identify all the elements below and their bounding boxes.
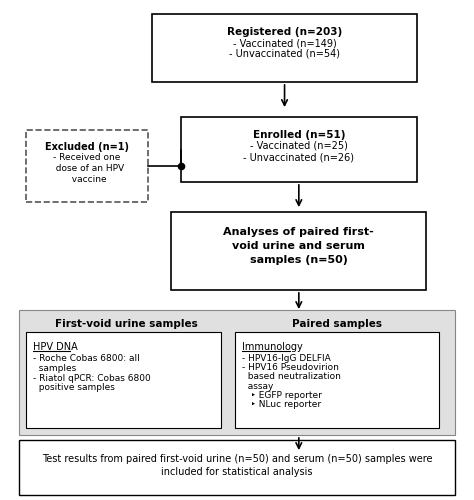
FancyBboxPatch shape <box>19 310 455 435</box>
Text: samples: samples <box>34 364 77 373</box>
Text: dose of an HPV: dose of an HPV <box>50 164 124 173</box>
Text: - HPV16-IgG DELFIA: - HPV16-IgG DELFIA <box>242 354 331 363</box>
FancyBboxPatch shape <box>172 212 426 290</box>
Text: vaccine: vaccine <box>66 175 107 184</box>
Text: - Vaccinated (n=149): - Vaccinated (n=149) <box>233 38 337 48</box>
FancyBboxPatch shape <box>26 130 147 202</box>
FancyBboxPatch shape <box>235 332 439 428</box>
Text: assay: assay <box>242 382 274 390</box>
Text: ‣ NLuc reporter: ‣ NLuc reporter <box>242 400 321 409</box>
Text: Analyses of paired first-: Analyses of paired first- <box>223 227 374 237</box>
Text: - Received one: - Received one <box>53 153 120 162</box>
Text: Paired samples: Paired samples <box>292 319 382 329</box>
Text: Registered (n=203): Registered (n=203) <box>227 27 342 37</box>
Text: included for statistical analysis: included for statistical analysis <box>161 467 313 477</box>
Text: void urine and serum: void urine and serum <box>232 241 365 251</box>
Text: HPV DNA: HPV DNA <box>34 342 78 352</box>
Text: - Riatol qPCR: Cobas 6800: - Riatol qPCR: Cobas 6800 <box>34 374 151 382</box>
Text: ‣ EGFP reporter: ‣ EGFP reporter <box>242 391 322 400</box>
Text: Excluded (n=1): Excluded (n=1) <box>45 142 129 152</box>
Text: based neutralization: based neutralization <box>242 372 341 382</box>
FancyBboxPatch shape <box>19 440 455 495</box>
FancyBboxPatch shape <box>181 117 417 182</box>
Text: - Unvaccinated (n=26): - Unvaccinated (n=26) <box>243 152 355 162</box>
Text: - Vaccinated (n=25): - Vaccinated (n=25) <box>250 141 348 151</box>
Text: - HPV16 Pseudovirion: - HPV16 Pseudovirion <box>242 363 339 372</box>
Text: positive samples: positive samples <box>34 384 115 392</box>
Text: Immunology: Immunology <box>242 342 303 352</box>
FancyBboxPatch shape <box>26 332 221 428</box>
Text: - Unvaccinated (n=54): - Unvaccinated (n=54) <box>229 49 340 59</box>
Text: Test results from paired first-void urine (n=50) and serum (n=50) samples were: Test results from paired first-void urin… <box>42 454 432 464</box>
Text: First-void urine samples: First-void urine samples <box>55 319 197 329</box>
Text: Enrolled (n=51): Enrolled (n=51) <box>253 130 345 140</box>
FancyBboxPatch shape <box>152 14 417 82</box>
Text: samples (n=50): samples (n=50) <box>250 255 348 265</box>
Text: - Roche Cobas 6800: all: - Roche Cobas 6800: all <box>34 354 140 363</box>
